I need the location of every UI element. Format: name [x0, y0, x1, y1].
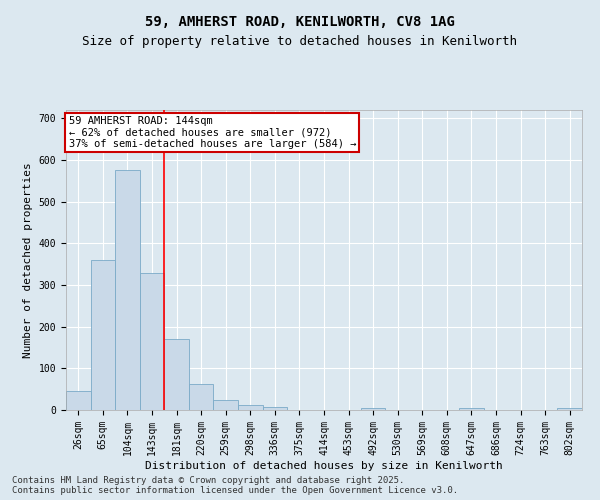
- Bar: [361, 408, 385, 410]
- Bar: [189, 384, 214, 410]
- Y-axis label: Number of detached properties: Number of detached properties: [23, 162, 33, 358]
- Bar: [263, 407, 287, 410]
- Text: Size of property relative to detached houses in Kenilworth: Size of property relative to detached ho…: [83, 35, 517, 48]
- Bar: [238, 405, 263, 410]
- Text: 59 AMHERST ROAD: 144sqm
← 62% of detached houses are smaller (972)
37% of semi-d: 59 AMHERST ROAD: 144sqm ← 62% of detache…: [68, 116, 356, 149]
- Bar: [214, 400, 238, 410]
- Bar: [66, 391, 91, 410]
- Bar: [140, 274, 164, 410]
- Bar: [459, 408, 484, 410]
- X-axis label: Distribution of detached houses by size in Kenilworth: Distribution of detached houses by size …: [145, 460, 503, 470]
- Bar: [91, 260, 115, 410]
- Text: Contains HM Land Registry data © Crown copyright and database right 2025.
Contai: Contains HM Land Registry data © Crown c…: [12, 476, 458, 495]
- Bar: [557, 408, 582, 410]
- Bar: [115, 170, 140, 410]
- Bar: [164, 339, 189, 410]
- Text: 59, AMHERST ROAD, KENILWORTH, CV8 1AG: 59, AMHERST ROAD, KENILWORTH, CV8 1AG: [145, 15, 455, 29]
